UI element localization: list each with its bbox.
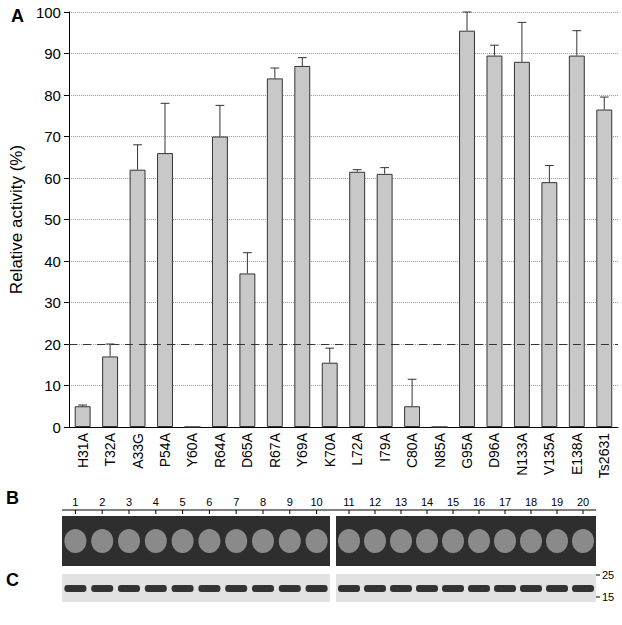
svg-text:5: 5 bbox=[180, 496, 186, 508]
svg-text:30: 30 bbox=[44, 294, 61, 311]
svg-text:18: 18 bbox=[525, 496, 537, 508]
svg-text:D96A: D96A bbox=[486, 432, 502, 468]
svg-text:13: 13 bbox=[395, 496, 407, 508]
svg-text:14: 14 bbox=[421, 496, 433, 508]
svg-text:1: 1 bbox=[72, 496, 78, 508]
svg-text:6: 6 bbox=[206, 496, 212, 508]
svg-text:60: 60 bbox=[44, 170, 61, 187]
svg-text:25: 25 bbox=[602, 569, 614, 581]
svg-text:Y60A: Y60A bbox=[184, 432, 200, 467]
svg-text:80: 80 bbox=[44, 87, 61, 104]
svg-text:C: C bbox=[6, 570, 19, 590]
svg-text:K70A: K70A bbox=[322, 432, 338, 467]
svg-text:N133A: N133A bbox=[514, 432, 530, 475]
svg-text:15: 15 bbox=[447, 496, 459, 508]
svg-text:Ts2631: Ts2631 bbox=[596, 433, 612, 478]
svg-text:100: 100 bbox=[36, 4, 61, 21]
svg-text:V135A: V135A bbox=[541, 432, 557, 475]
svg-text:10: 10 bbox=[44, 377, 61, 394]
svg-text:G95A: G95A bbox=[459, 432, 475, 468]
svg-text:Relative activity (%): Relative activity (%) bbox=[7, 145, 26, 294]
svg-text:50: 50 bbox=[44, 211, 61, 228]
svg-text:10: 10 bbox=[310, 496, 322, 508]
svg-text:20: 20 bbox=[44, 336, 61, 353]
svg-text:H31A: H31A bbox=[75, 432, 91, 468]
svg-text:12: 12 bbox=[369, 496, 381, 508]
svg-text:C80A: C80A bbox=[404, 432, 420, 468]
svg-text:N85A: N85A bbox=[432, 432, 448, 468]
svg-text:I79A: I79A bbox=[377, 432, 393, 461]
svg-text:A: A bbox=[11, 6, 24, 26]
svg-text:19: 19 bbox=[551, 496, 563, 508]
svg-text:3: 3 bbox=[126, 496, 132, 508]
svg-text:D65A: D65A bbox=[239, 432, 255, 468]
svg-text:9: 9 bbox=[287, 496, 293, 508]
svg-text:A33G: A33G bbox=[130, 433, 146, 469]
svg-text:Y69A: Y69A bbox=[294, 432, 310, 467]
svg-text:7: 7 bbox=[233, 496, 239, 508]
svg-text:0: 0 bbox=[53, 419, 61, 436]
svg-text:16: 16 bbox=[473, 496, 485, 508]
svg-text:T32A: T32A bbox=[102, 432, 118, 466]
svg-text:17: 17 bbox=[499, 496, 511, 508]
svg-text:L72A: L72A bbox=[349, 432, 365, 465]
svg-text:E138A: E138A bbox=[569, 432, 585, 475]
svg-text:4: 4 bbox=[153, 496, 159, 508]
svg-text:R67A: R67A bbox=[267, 432, 283, 468]
svg-text:B: B bbox=[6, 488, 19, 508]
svg-text:40: 40 bbox=[44, 253, 61, 270]
svg-text:11: 11 bbox=[343, 496, 354, 508]
svg-text:15: 15 bbox=[602, 591, 614, 603]
svg-text:P54A: P54A bbox=[157, 432, 173, 467]
svg-text:90: 90 bbox=[44, 45, 61, 62]
svg-text:20: 20 bbox=[577, 496, 589, 508]
svg-text:R64A: R64A bbox=[212, 432, 228, 468]
svg-text:2: 2 bbox=[99, 496, 105, 508]
svg-text:8: 8 bbox=[260, 496, 266, 508]
svg-text:70: 70 bbox=[44, 128, 61, 145]
